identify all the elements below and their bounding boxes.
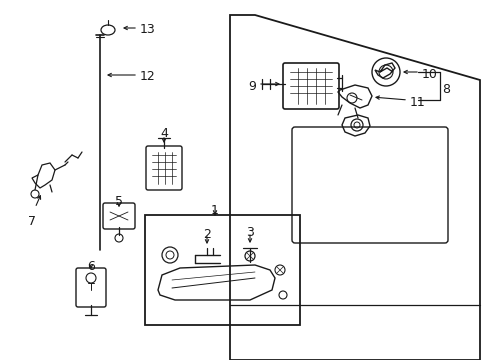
Text: 1: 1 [210,204,219,217]
Text: 5: 5 [115,195,123,208]
Text: 13: 13 [140,23,156,36]
Text: 10: 10 [421,68,437,81]
Text: 8: 8 [441,83,449,96]
Text: 7: 7 [28,215,36,228]
Text: 12: 12 [140,70,156,83]
Text: 4: 4 [160,127,167,140]
Text: 6: 6 [87,260,95,273]
Text: 2: 2 [203,228,210,241]
Text: 11: 11 [409,96,425,109]
Text: 9: 9 [247,80,255,93]
Text: 3: 3 [245,226,253,239]
Bar [145,215,299,325]
